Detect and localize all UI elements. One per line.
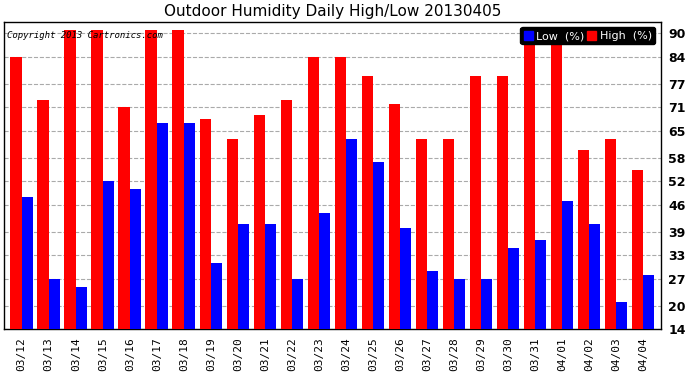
Bar [21,197,33,375]
Bar [578,150,589,375]
Bar [551,30,562,375]
Bar [49,279,60,375]
Bar [454,279,465,375]
Bar [119,107,130,375]
Bar [146,30,157,375]
Bar [443,139,454,375]
Bar [400,228,411,375]
Bar [64,30,76,375]
Bar [319,213,331,375]
Bar [10,57,21,375]
Bar [616,302,627,375]
Bar [265,224,276,375]
Title: Outdoor Humidity Daily High/Low 20130405: Outdoor Humidity Daily High/Low 20130405 [164,4,501,19]
Text: Copyright 2013 Cartronics.com: Copyright 2013 Cartronics.com [8,31,164,40]
Bar [157,123,168,375]
Bar [481,279,493,375]
Bar [92,30,103,375]
Bar [172,30,184,375]
Bar [308,57,319,375]
Bar [103,182,114,375]
Bar [184,123,195,375]
Bar [292,279,303,375]
Bar [37,100,49,375]
Bar [562,201,573,375]
Bar [497,76,508,375]
Bar [589,224,600,375]
Bar [427,271,438,375]
Bar [508,248,520,375]
Bar [362,76,373,375]
Bar [373,162,384,375]
Bar [253,115,265,375]
Legend: Low  (%), High  (%): Low (%), High (%) [520,27,655,44]
Bar [535,240,546,375]
Bar [211,263,222,375]
Bar [130,189,141,375]
Bar [238,224,249,375]
Bar [388,104,400,375]
Bar [632,170,643,375]
Bar [643,275,655,375]
Bar [226,139,238,375]
Bar [470,76,481,375]
Bar [199,119,211,375]
Bar [335,57,346,375]
Bar [281,100,292,375]
Bar [524,30,535,375]
Bar [415,139,427,375]
Bar [604,139,616,375]
Bar [346,139,357,375]
Bar [76,286,87,375]
